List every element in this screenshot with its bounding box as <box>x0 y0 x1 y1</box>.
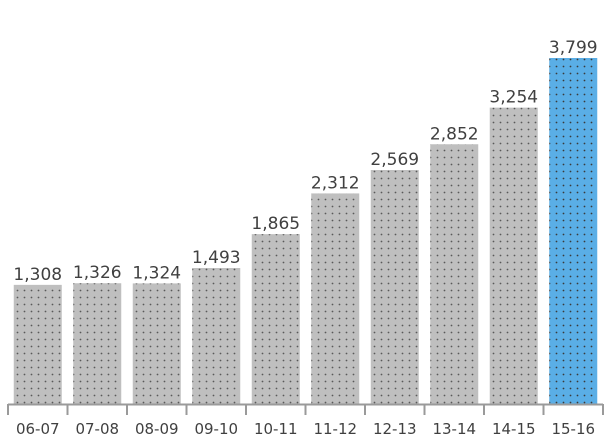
x-tick-label-11-12: 11-12 <box>313 420 357 438</box>
bar-15-16 <box>549 58 598 404</box>
x-axis-ticks-group <box>7 404 604 415</box>
x-tick-label-10-11: 10-11 <box>254 420 298 438</box>
x-axis-tick-labels-group: 06-07 07-08 08-09 09-10 10-11 11-12 12-13 13-14… <box>16 420 595 438</box>
bar-12-13 <box>370 170 419 404</box>
x-tick-label-15-16: 15-16 <box>551 420 595 438</box>
value-label-13-14: 2,852 <box>430 124 479 144</box>
value-label-09-10: 1,493 <box>192 248 241 268</box>
x-tick-label-06-07: 06-07 <box>16 420 60 438</box>
x-tick-label-12-13: 12-13 <box>373 420 417 438</box>
x-tick-label-14-15: 14-15 <box>492 420 536 438</box>
bar-10-11 <box>251 234 300 404</box>
x-tick-label-13-14: 13-14 <box>432 420 476 438</box>
bar-13-14 <box>430 144 479 404</box>
bar-07-08 <box>73 283 122 404</box>
bar-06-07 <box>13 284 62 404</box>
value-label-14-15: 3,254 <box>489 88 538 108</box>
value-label-12-13: 2,569 <box>370 150 419 170</box>
bar-14-15 <box>489 107 538 404</box>
value-label-15-16: 3,799 <box>549 38 598 58</box>
x-tick-label-09-10: 09-10 <box>194 420 238 438</box>
x-tick-label-08-09: 08-09 <box>135 420 179 438</box>
value-label-08-09: 1,324 <box>132 263 181 283</box>
bar-09-10 <box>192 268 241 404</box>
bars-group <box>13 58 598 404</box>
x-tick-label-07-08: 07-08 <box>75 420 119 438</box>
value-label-06-07: 1,308 <box>13 265 62 285</box>
value-labels-group: 1,308 1,326 1,324 1,493 1,865 2,312 2,569 2,852… <box>13 38 597 285</box>
value-label-11-12: 2,312 <box>311 173 360 193</box>
bar-08-09 <box>132 283 181 404</box>
value-label-10-11: 1,865 <box>251 214 300 234</box>
value-label-07-08: 1,326 <box>73 263 122 283</box>
bar-11-12 <box>311 193 360 404</box>
